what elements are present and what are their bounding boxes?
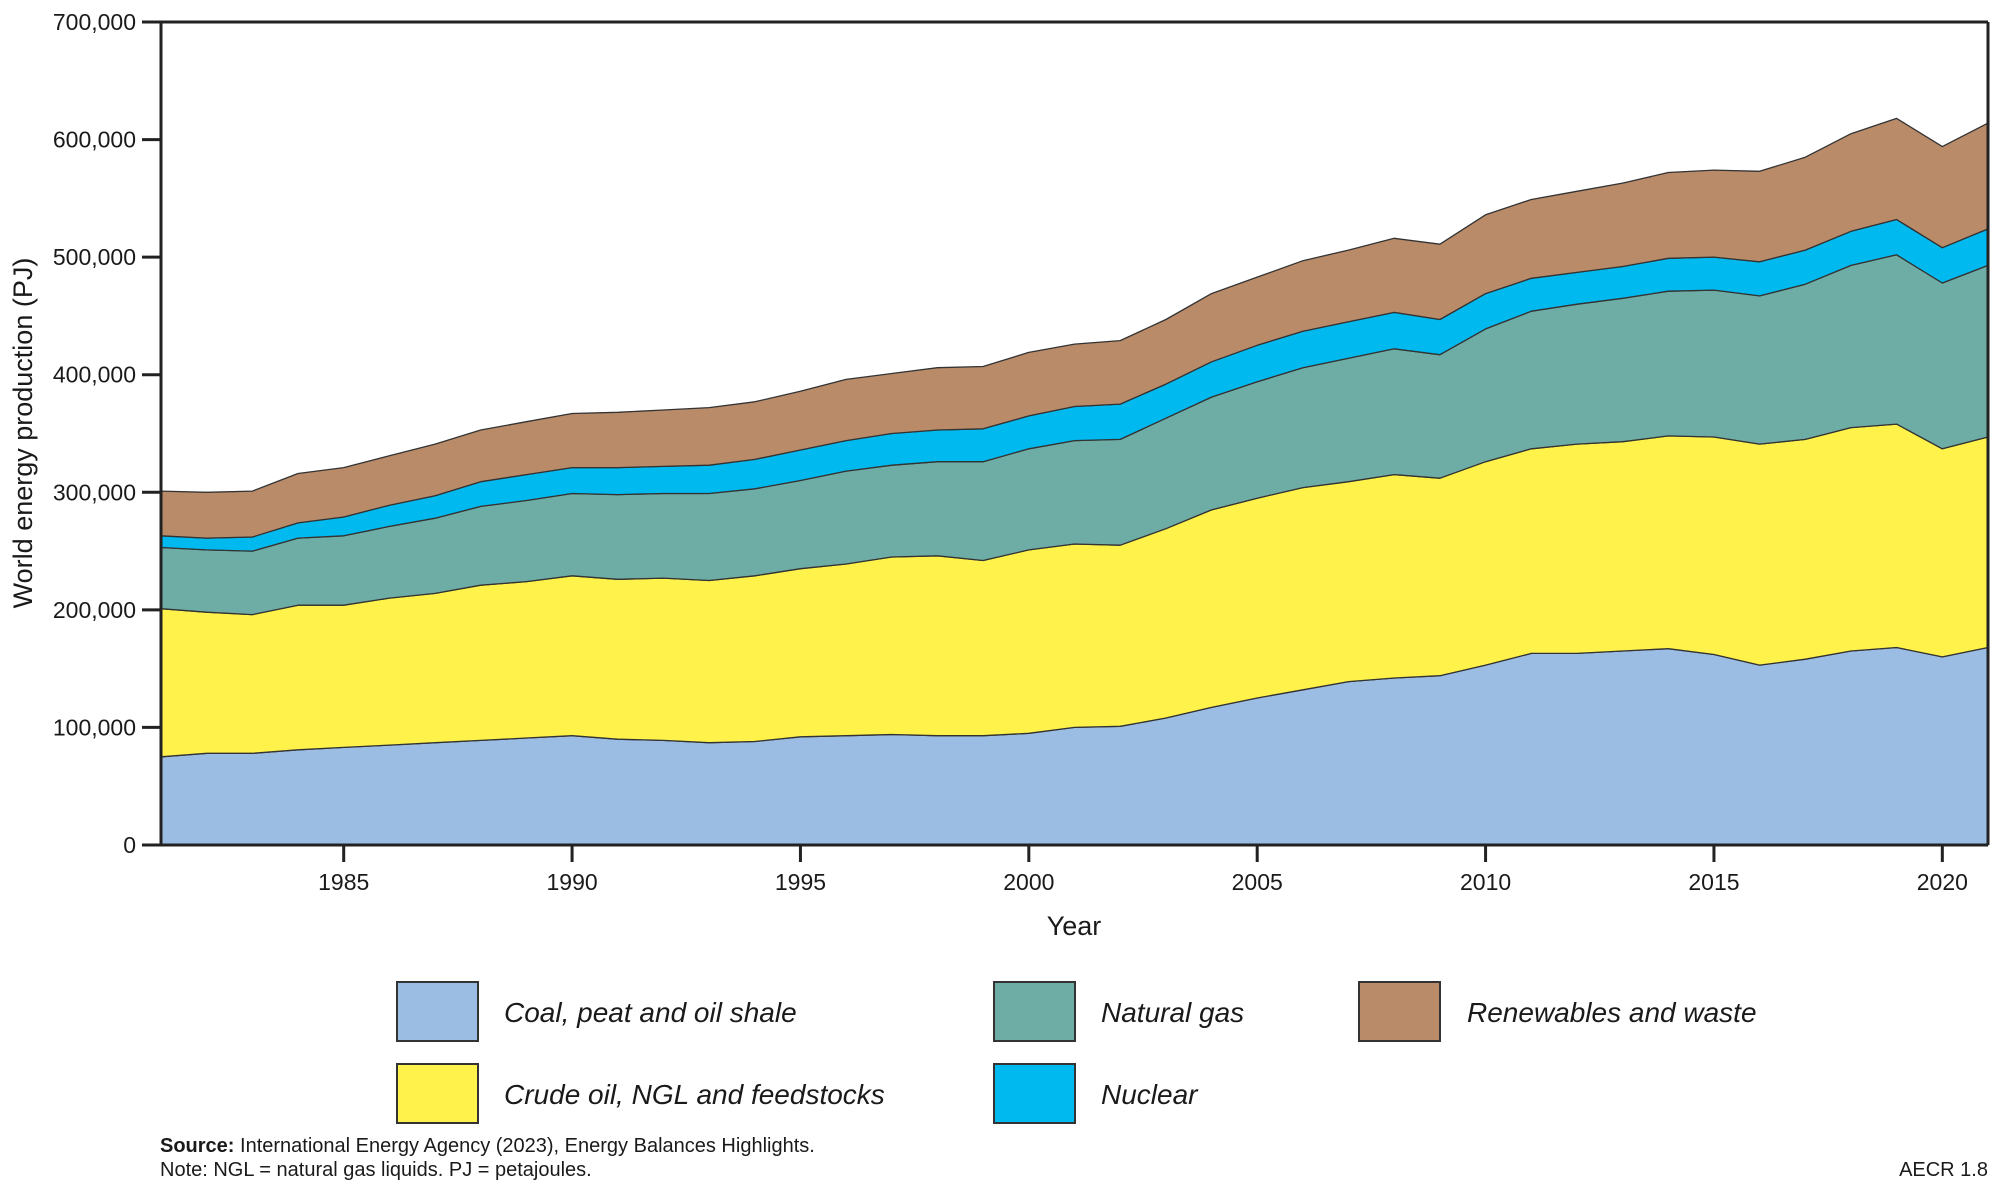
legend-swatch [396,1063,479,1124]
x-tick-label: 1995 [775,869,826,895]
source-label: Source: [160,1135,234,1157]
x-tick-label: 1985 [318,869,369,895]
legend-swatch [993,981,1076,1042]
figure-id: AECR 1.8 [1899,1159,1988,1181]
axes: 0 100,000 200,000 300,000 400,000 500,000 600,… [53,9,1990,895]
legend: Coal, peat and oil shale Natural gas Renew… [396,981,1757,1124]
legend-label: Natural gas [1101,997,1244,1028]
footnote: Note: NGL = natural gas liquids. PJ = pe… [160,1159,592,1181]
legend-label: Renewables and waste [1467,997,1757,1028]
legend-item: Coal, peat and oil shale [396,981,797,1042]
y-tick-label: 200,000 [53,597,136,623]
legend-item: Renewables and waste [1358,981,1757,1042]
y-tick-label: 400,000 [53,362,136,388]
y-tick-label: 300,000 [53,479,136,505]
legend-swatch [396,981,479,1042]
y-tick-label: 700,000 [53,9,136,35]
legend-swatch [993,1063,1076,1124]
x-tick-label: 2005 [1232,869,1283,895]
legend-item: Nuclear [993,1063,1199,1124]
y-axis-label: World energy production (PJ) [8,258,38,609]
y-tick-label: 100,000 [53,714,136,740]
x-tick-label: 1990 [546,869,597,895]
y-tick-label: 600,000 [53,127,136,153]
y-tick-label: 0 [123,832,136,858]
y-tick-label: 500,000 [53,244,136,270]
x-tick-label: 2000 [1003,869,1054,895]
legend-item: Crude oil, NGL and feedstocks [396,1063,885,1124]
legend-label: Coal, peat and oil shale [504,997,797,1028]
area-layers [160,117,1989,846]
x-tick-label: 2010 [1460,869,1511,895]
legend-label: Nuclear [1101,1079,1199,1110]
legend-item: Natural gas [993,981,1244,1042]
x-tick-label: 2020 [1917,869,1968,895]
source-text: International Energy Agency (2023), Ener… [234,1135,814,1157]
legend-swatch [1358,981,1441,1042]
source-note: Source: International Energy Agency (202… [160,1135,815,1157]
x-tick-label: 2015 [1688,869,1739,895]
legend-label: Crude oil, NGL and feedstocks [504,1079,885,1110]
x-axis-label: Year [1047,911,1102,941]
